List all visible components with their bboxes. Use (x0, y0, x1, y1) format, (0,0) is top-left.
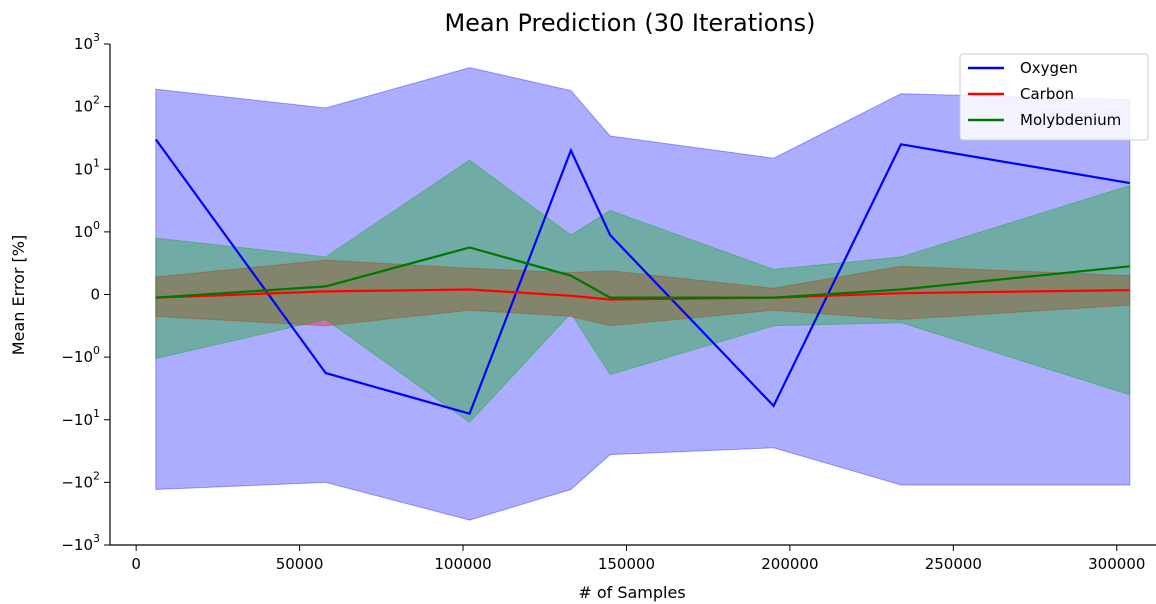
y-tick-label: −101 (61, 407, 100, 429)
y-tick-label: −102 (61, 469, 100, 491)
line-carbon (155, 288, 1130, 301)
legend: Oxygen Carbon Molybdenium (959, 53, 1149, 141)
x-tick-label: 300000 (1088, 555, 1145, 573)
legend-label-carbon: Carbon (1020, 85, 1074, 103)
x-tick-label: 150000 (598, 555, 655, 573)
y-tick-label: 100 (74, 219, 100, 241)
legend-label-molybdenium: Molybdenium (1020, 111, 1121, 129)
legend-label-oxygen: Oxygen (1020, 59, 1078, 77)
series-lines (154, 138, 1130, 416)
band-carbon (155, 259, 1131, 327)
confidence-bands (155, 67, 1131, 521)
x-tick-label: 50000 (276, 555, 324, 573)
y-tick-label: 102 (74, 94, 100, 116)
y-tick-label: 103 (74, 31, 100, 53)
line-molybdenium (155, 246, 1130, 299)
y-axis-label: Mean Error [%] (9, 235, 28, 355)
y-tick-label: −100 (61, 344, 100, 366)
y-tick-label: −103 (61, 532, 100, 554)
x-tick-label: 200000 (761, 555, 818, 573)
x-tick-label: 250000 (925, 555, 982, 573)
line-oxygen (154, 138, 1130, 416)
y-tick-label: 101 (74, 156, 100, 178)
band-oxygen (155, 67, 1131, 521)
y-ticks: 103 102 101 100 0 −100 −101 −102 −103 (61, 31, 110, 554)
band-molybdenium (155, 159, 1131, 423)
x-axis-label: # of Samples (578, 583, 685, 602)
x-tick-label: 0 (131, 555, 141, 573)
x-ticks: 0 50000 100000 150000 200000 250000 300000 (131, 545, 1145, 573)
x-tick-label: 100000 (434, 555, 491, 573)
y-tick-label: 0 (90, 286, 100, 304)
legend-frame (959, 53, 1149, 141)
chart-title: Mean Prediction (30 Iterations) (444, 9, 815, 37)
